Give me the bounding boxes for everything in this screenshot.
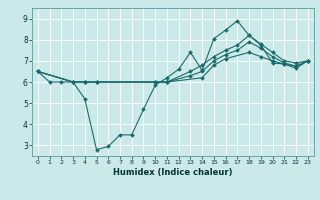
X-axis label: Humidex (Indice chaleur): Humidex (Indice chaleur) [113,168,233,177]
